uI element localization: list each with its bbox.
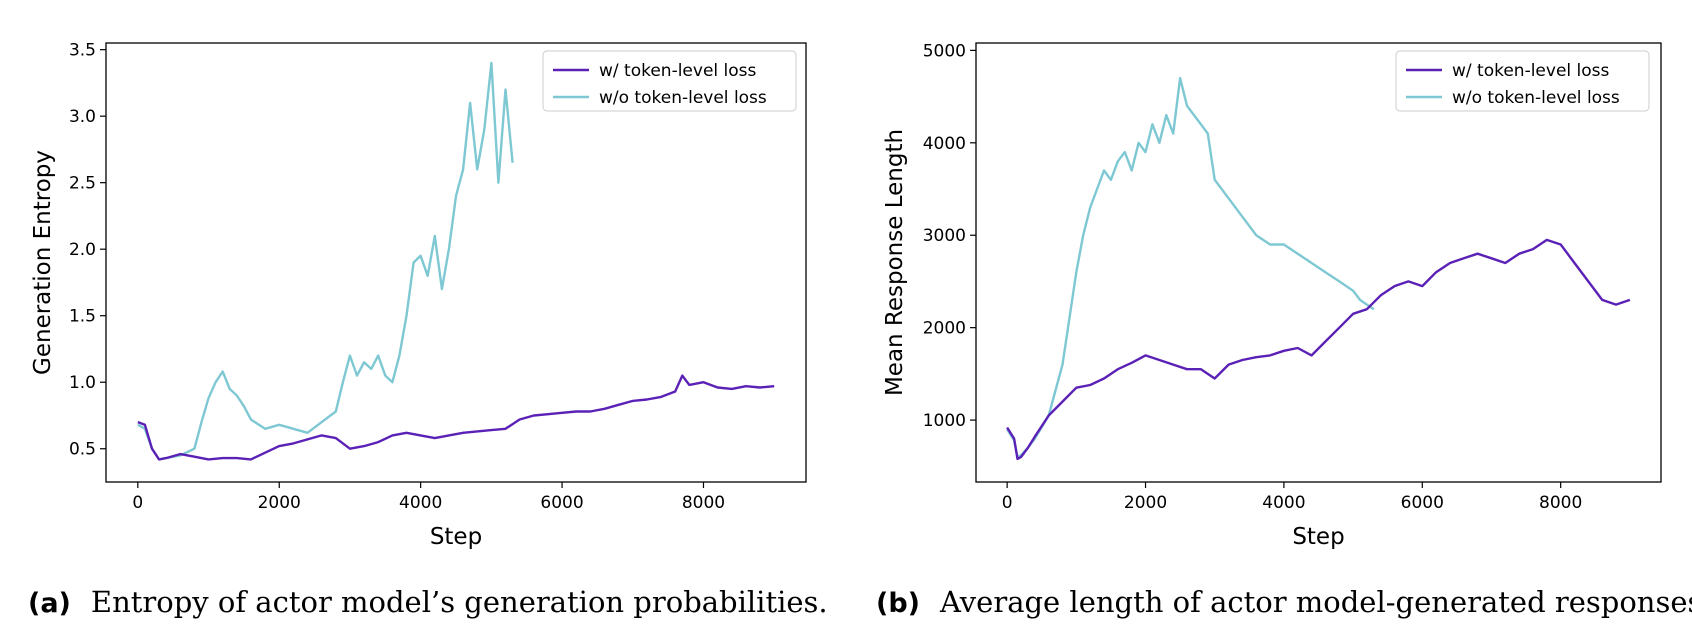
- chart-b-mean-response-length: 0 2000 4000 6000 8000 1000 2000 3000 4000 5000 Ste…: [882, 41, 1662, 550]
- plot-area: [137, 61, 775, 461]
- legend: w/ token-level loss w/o token-level loss: [1395, 50, 1650, 112]
- x-tick-label: 2000: [1124, 493, 1167, 513]
- caption-b: (b) Average length of actor model-generat…: [876, 585, 1692, 619]
- legend-entry: w/ token-level loss: [599, 61, 757, 81]
- y-tick-label: 2.0: [69, 240, 96, 260]
- y-tick-label: 3.0: [69, 107, 96, 127]
- legend-box: [542, 50, 797, 112]
- legend-entry: w/ token-level loss: [1452, 61, 1610, 81]
- x-tick-label: 8000: [1539, 493, 1582, 513]
- series-line-without-token-level-loss: [137, 61, 514, 461]
- caption-b-label: (b): [876, 588, 921, 619]
- caption-a-label: (a): [28, 588, 71, 619]
- legend-entry: w/o token-level loss: [599, 88, 767, 108]
- caption-b-text: Average length of actor model-generated …: [940, 585, 1692, 619]
- figure: 0 2000 4000 6000 8000 0.5 1.0 1.5 2.0 2.5 3.0 3.5 St…: [30, 41, 1662, 550]
- series-line-without-token-level-loss: [1006, 76, 1375, 459]
- y-tick-label: 2000: [923, 319, 966, 339]
- axes-frame: [105, 42, 807, 483]
- series-line-with-token-level-loss: [137, 374, 775, 461]
- x-tick-label: 0: [132, 493, 143, 513]
- legend-entry: w/o token-level loss: [1452, 88, 1620, 108]
- y-axis-label: Mean Response Length: [882, 129, 908, 396]
- y-tick-label: 1.5: [69, 307, 96, 327]
- plot-area: [1006, 76, 1631, 461]
- x-tick-label: 4000: [399, 493, 442, 513]
- series-line-with-token-level-loss: [1006, 238, 1631, 461]
- y-tick-label: 5000: [923, 41, 966, 61]
- x-tick-label: 8000: [682, 493, 725, 513]
- chart-a-generation-entropy: 0 2000 4000 6000 8000 0.5 1.0 1.5 2.0 2.5 3.0 3.5 St…: [30, 41, 807, 550]
- y-tick-label: 4000: [923, 134, 966, 154]
- x-tick-label: 0: [1002, 493, 1013, 513]
- x-tick-label: 4000: [1262, 493, 1305, 513]
- caption-a-text: Entropy of actor model’s generation prob…: [90, 585, 828, 619]
- x-tick-label: 6000: [540, 493, 583, 513]
- legend-box: [1395, 50, 1650, 112]
- y-axis-label: Generation Entropy: [30, 150, 56, 375]
- caption-a: (a) Entropy of actor model’s generation p…: [28, 585, 828, 619]
- x-axis-label: Step: [1292, 524, 1344, 550]
- legend: w/ token-level loss w/o token-level loss: [542, 50, 797, 112]
- y-tick-label: 1.0: [69, 373, 96, 393]
- y-tick-label: 2.5: [69, 174, 96, 194]
- y-tick-label: 1000: [923, 411, 966, 431]
- y-tick-label: 3.5: [69, 41, 96, 61]
- y-tick-label: 3000: [923, 226, 966, 246]
- axes-frame: [975, 42, 1662, 483]
- x-tick-label: 6000: [1401, 493, 1444, 513]
- y-tick-label: 0.5: [69, 440, 96, 460]
- x-axis-label: Step: [430, 524, 482, 550]
- x-tick-label: 2000: [258, 493, 301, 513]
